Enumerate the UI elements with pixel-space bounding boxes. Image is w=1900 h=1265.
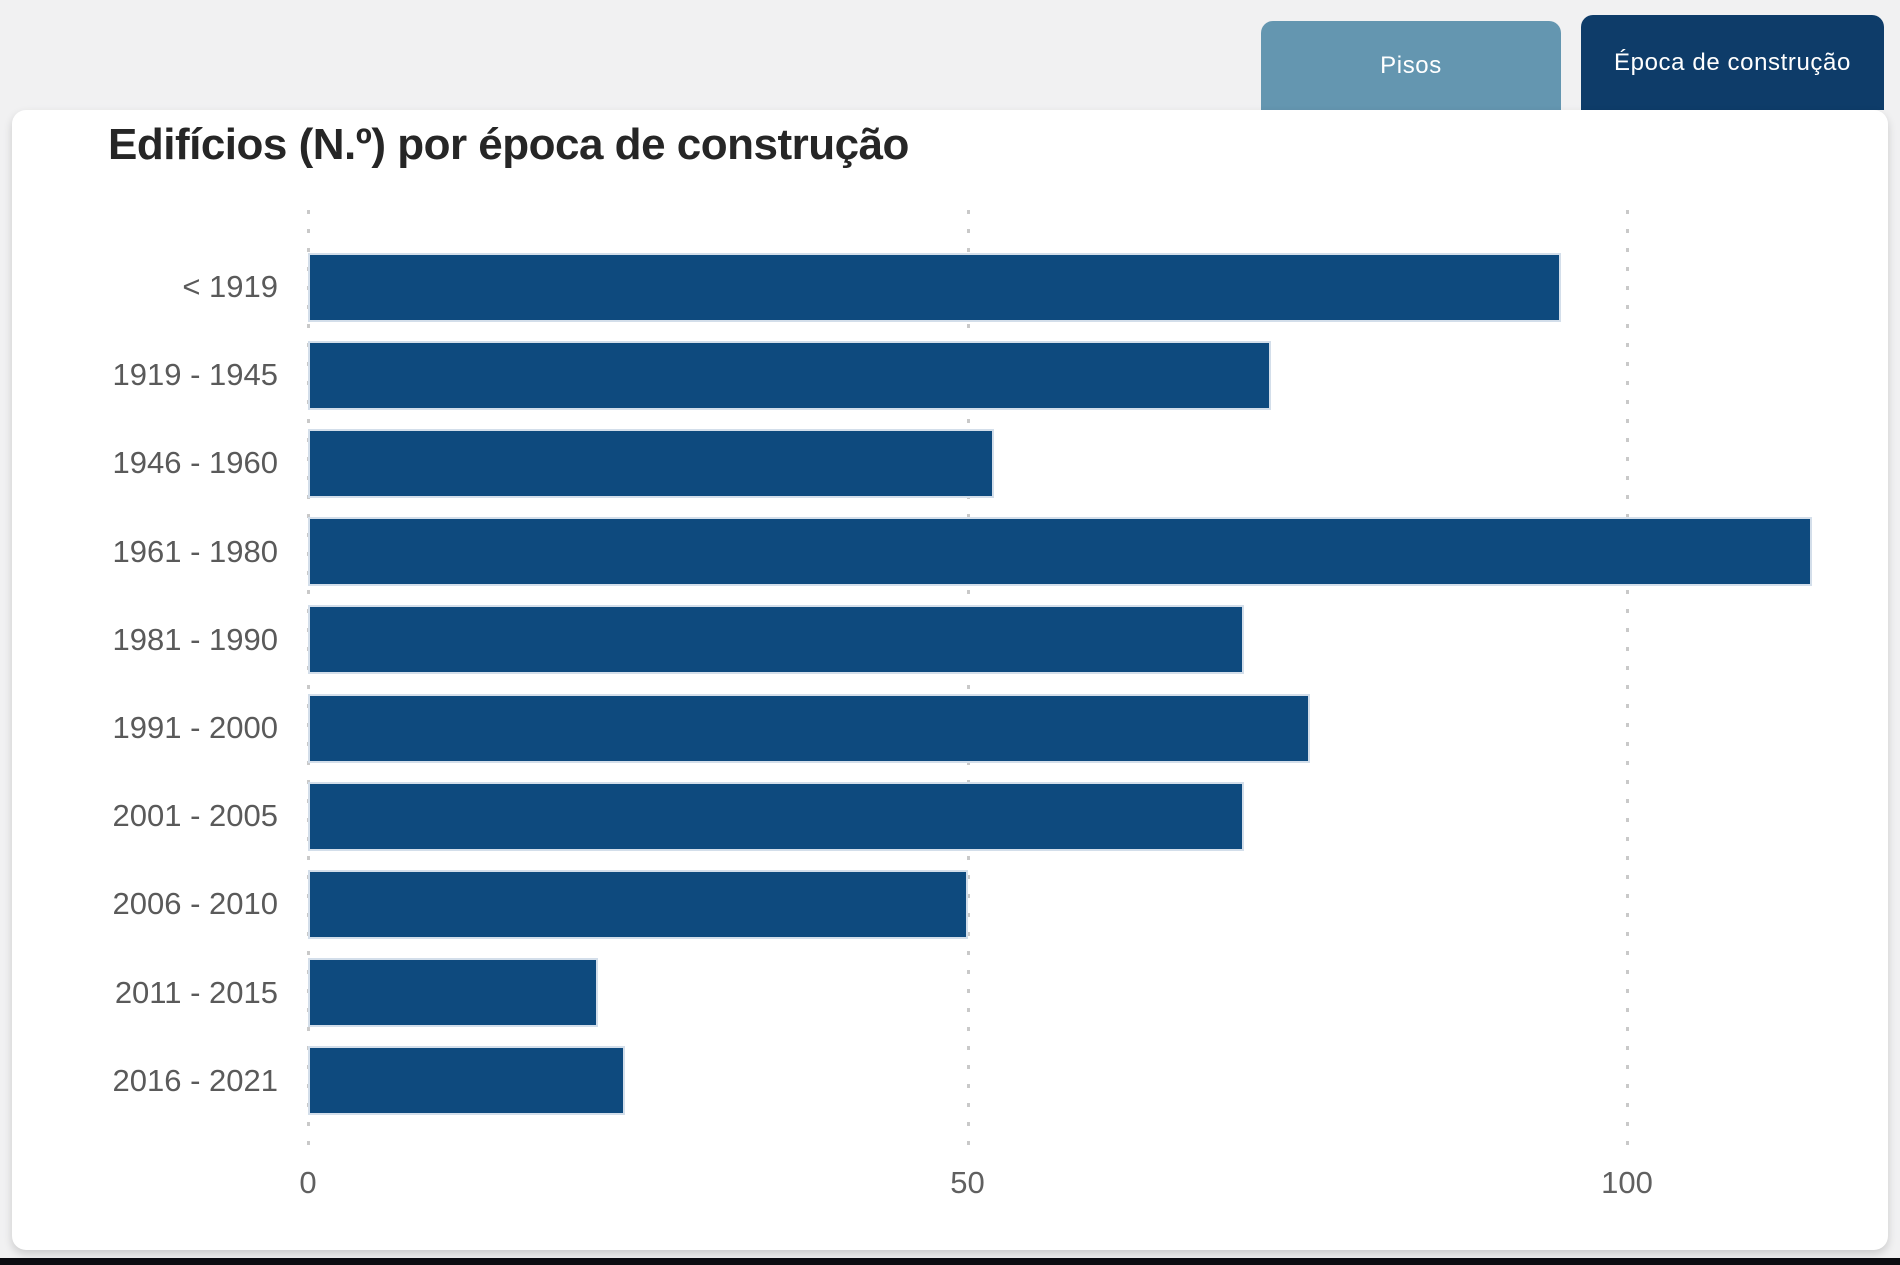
bar-track [308,869,1862,939]
bar-row: 2011 - 2015 [12,949,1862,1037]
bar[interactable] [308,605,1244,675]
bar-track [308,428,1862,498]
bar-row: 2006 - 2010 [12,860,1862,948]
bar[interactable] [308,428,994,498]
gridline [966,210,970,1155]
category-label: 2016 - 2021 [112,1062,278,1098]
bar[interactable] [308,781,1244,851]
category-label: 1981 - 1990 [112,621,278,657]
x-tick-label: 100 [1601,1165,1653,1200]
bar-row: 1946 - 1960 [12,419,1862,507]
bar-row: 2016 - 2021 [12,1037,1862,1125]
bar-row: 1981 - 1990 [12,596,1862,684]
chart-card: Edifícios (N.º) por época de construção … [12,110,1888,1250]
category-label: 1991 - 2000 [112,710,278,746]
bar[interactable] [308,958,598,1028]
tab-epoca-de-construcao[interactable]: Época de construção [1581,15,1884,110]
category-label: < 1919 [182,269,278,305]
bar-track [308,693,1862,763]
bar-track [308,781,1862,851]
bar[interactable] [308,517,1812,587]
bar-row: 2001 - 2005 [12,772,1862,860]
bar-row: 1991 - 2000 [12,684,1862,772]
bar-row: 1961 - 1980 [12,508,1862,596]
bar-track [308,605,1862,675]
category-label: 1946 - 1960 [112,445,278,481]
x-tick-label: 0 [299,1165,317,1200]
chart-title: Edifícios (N.º) por época de construção [108,120,909,169]
bar-track [308,958,1862,1028]
bar[interactable] [308,693,1310,763]
bar[interactable] [308,340,1271,410]
bar[interactable] [308,1046,625,1116]
category-label: 2011 - 2015 [114,974,278,1010]
bar-row: < 1919 [12,243,1862,331]
gridline [307,210,310,1155]
bar-chart: < 1919 1919 - 1945 1946 - 1960 1961 - 1980 1… [12,110,1888,1250]
bar-track [308,1046,1862,1116]
category-label: 2001 - 2005 [112,798,278,834]
category-label: 1919 - 1945 [112,357,278,393]
bar-row: 1919 - 1945 [12,331,1862,419]
category-label: 2006 - 2010 [112,886,278,922]
bar-track [308,340,1862,410]
bar-track [308,252,1862,322]
gridline [1626,210,1629,1155]
category-label: 1961 - 1980 [112,533,278,569]
bar-rows: < 1919 1919 - 1945 1946 - 1960 1961 - 1980 1… [12,243,1862,1125]
bar[interactable] [308,252,1561,322]
tab-pisos[interactable]: Pisos [1261,21,1561,110]
x-tick-label: 50 [950,1165,985,1200]
bar-track [308,517,1862,587]
bottom-strip [0,1258,1900,1265]
bar[interactable] [308,869,968,939]
